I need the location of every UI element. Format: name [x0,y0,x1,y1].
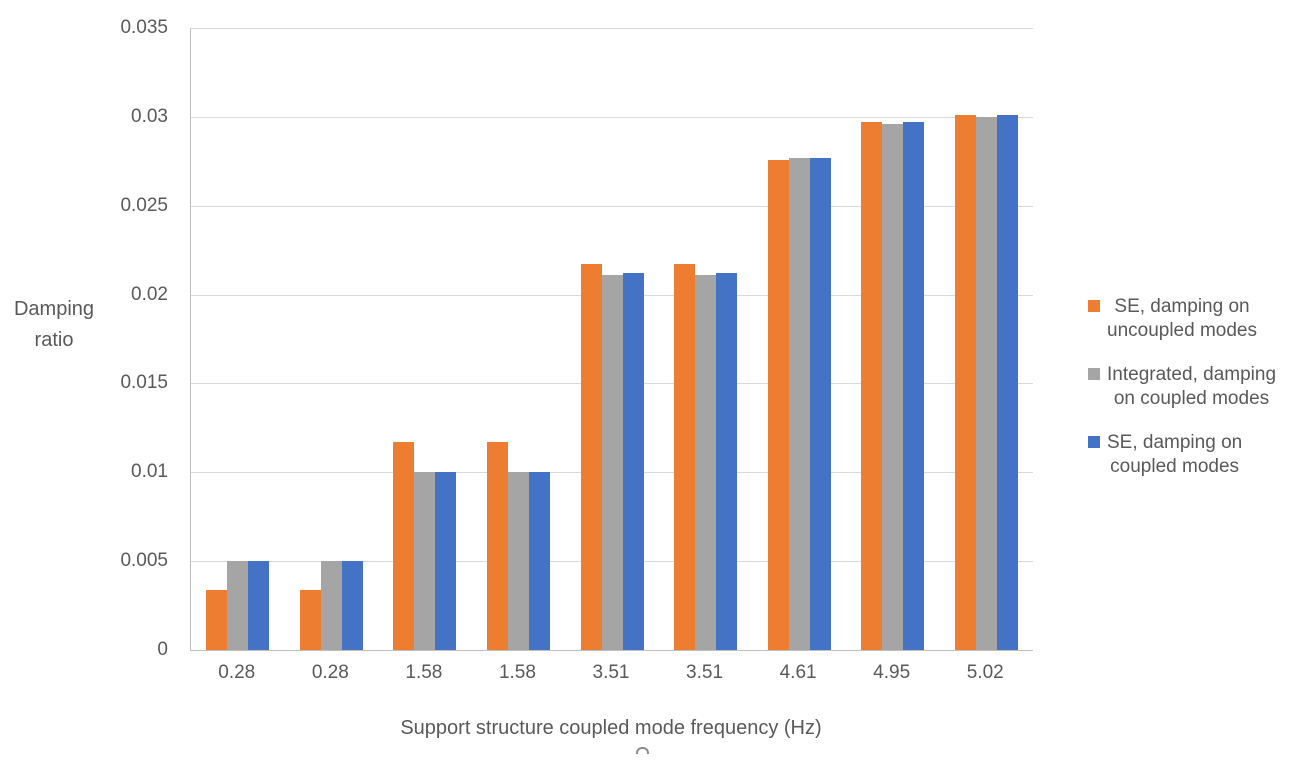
cropped-text-artifact [636,747,649,754]
bar-orange [580,264,602,650]
bar-gray [227,561,249,650]
gridline [191,205,1033,207]
legend-swatch-icon [1088,436,1100,448]
legend-label: SE, damping on coupled modes [1107,432,1243,477]
legend-item: SE, damping on coupled modes [1088,431,1276,479]
bar-gray [601,275,623,650]
x-tick-label: 5.02 [966,662,1004,683]
legend-item: SE, damping on uncoupled modes [1088,295,1276,343]
y-tick-label: 0.015 [120,372,168,394]
bar-orange [206,589,228,650]
bar-orange [674,264,696,650]
legend-label: SE, damping on uncoupled modes [1107,296,1257,341]
legend-item: Integrated, damping on coupled modes [1088,363,1276,411]
bar-blue [622,273,644,650]
gridline [191,116,1033,118]
y-tick-label: 0.02 [131,283,168,305]
y-tick-label: 0 [157,639,168,660]
bar-orange [486,442,508,650]
x-tick-label: 1.58 [405,662,443,683]
bar-blue [716,273,738,650]
y-tick-label: 0.005 [120,550,168,572]
bar-gray [414,472,436,650]
x-axis-title: Support structure coupled mode frequency… [400,717,822,739]
y-tick-label: 0.03 [131,105,168,127]
legend-swatch-icon [1088,300,1100,312]
bar-blue [996,115,1018,650]
bar-blue [435,472,457,650]
gridline [191,28,1033,29]
bar-gray [320,561,342,650]
x-tick-label: 3.51 [686,662,724,683]
x-tick-label: 1.58 [498,662,536,683]
bar-gray [882,123,904,650]
bar-blue [528,472,550,650]
x-tick-label: 0.28 [311,662,349,683]
bar-blue [248,561,270,650]
x-tick-label: 4.61 [779,662,817,683]
plot-area [190,28,1033,651]
bar-blue [341,561,363,650]
bar-gray [975,116,997,650]
bar-gray [695,275,717,650]
y-tick-label: 0.01 [131,461,168,483]
bar-orange [299,589,321,650]
y-axis-title: Damping ratio [13,298,95,351]
x-tick-label: 4.95 [873,662,911,683]
legend-label: Integrated, damping on coupled modes [1107,364,1277,409]
bar-blue [809,157,831,650]
y-tick-label: 0.035 [120,17,168,38]
bar-orange [767,159,789,650]
x-tick-label: 3.51 [592,662,630,683]
bar-orange [861,122,883,650]
y-tick-label: 0.025 [120,194,168,216]
bar-orange [393,442,415,650]
bar-blue [903,122,925,650]
x-tick-label: 0.28 [218,662,256,683]
bar-gray [507,472,529,650]
bar-gray [788,157,810,650]
legend: SE, damping on uncoupled modes Integrated… [1088,295,1276,479]
bar-orange [954,115,976,650]
legend-swatch-icon [1088,368,1100,380]
